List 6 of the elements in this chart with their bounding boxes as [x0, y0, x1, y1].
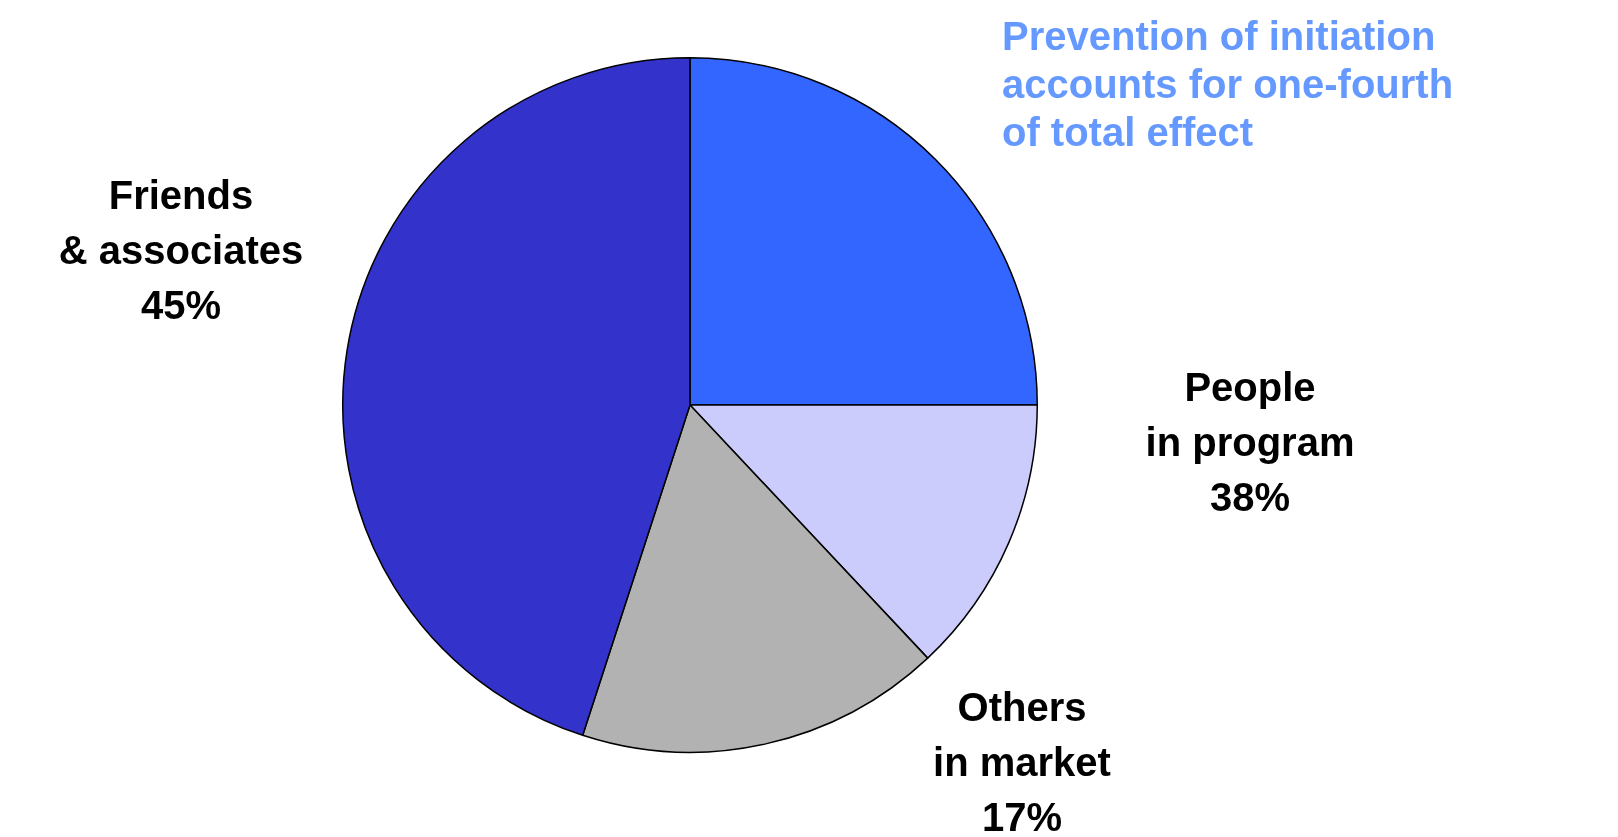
- data-label: 45%: [140, 283, 222, 327]
- data-label: 17%: [981, 795, 1063, 837]
- text: Prevention of initiation accounts for one-fourth of total effect: [1002, 13, 1454, 156]
- slice-label: Others in market: [933, 685, 1111, 784]
- slice-label: Friends & associates: [58, 173, 304, 272]
- text: People in program 38%: [1144, 364, 1356, 521]
